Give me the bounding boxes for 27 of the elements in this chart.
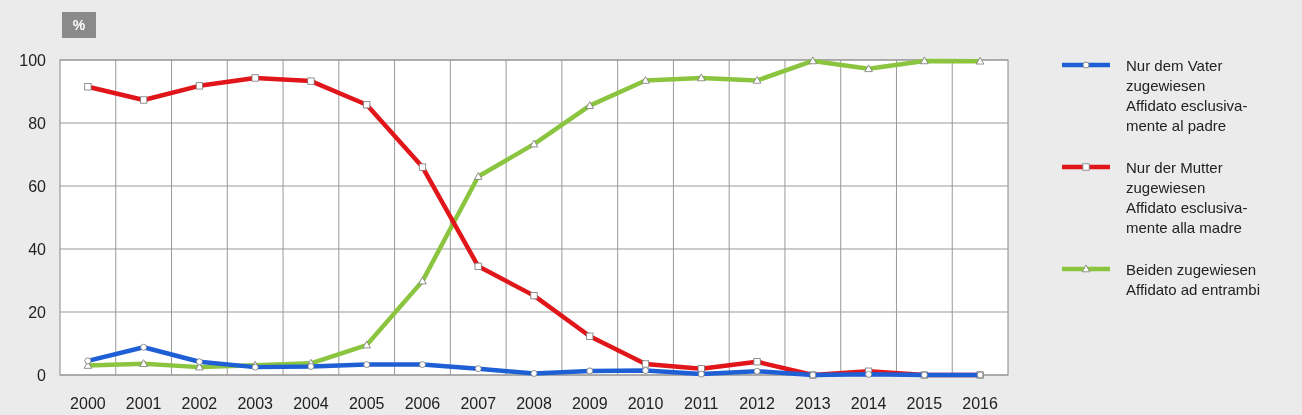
- x-tick-label: 2010: [627, 395, 664, 412]
- legend-label: Beiden zugewiesen Affidato ad entrambi: [1126, 261, 1260, 299]
- y-tick-label: 0: [37, 366, 47, 384]
- y-tick-label: 60: [28, 177, 47, 195]
- y-axis-title: %: [72, 16, 86, 33]
- x-tick-label: 2013: [795, 395, 831, 412]
- x-tick-label: 2002: [181, 395, 218, 412]
- x-tick-label: 2003: [237, 395, 274, 412]
- x-tick-label: 2004: [293, 395, 329, 412]
- y-tick-label: 40: [28, 240, 47, 258]
- x-tick-label: 2001: [125, 395, 162, 412]
- legend-label: Nur der Mutter zugewiesen Affidato esclusiva- mente alla madre: [1126, 159, 1248, 237]
- x-tick-label: 2012: [739, 395, 775, 412]
- x-tick-label: 2015: [906, 395, 943, 412]
- x-tick-label: 2011: [684, 395, 719, 412]
- y-tick-label: 20: [28, 303, 47, 321]
- x-tick-label: 2005: [348, 395, 385, 412]
- y-tick-label: 100: [19, 51, 47, 69]
- x-tick-label: 2009: [571, 395, 608, 412]
- x-tick-label: 2016: [962, 395, 999, 412]
- x-tick-label: 2000: [70, 395, 106, 412]
- x-tick-label: 2007: [460, 395, 497, 412]
- x-tick-label: 2006: [404, 395, 441, 412]
- legend-label: Nur dem Vater zugewiesen Affidato esclusiva- mente al padre: [1126, 57, 1248, 135]
- x-tick-label: 2008: [516, 395, 552, 412]
- y-tick-label: 80: [28, 114, 47, 132]
- x-tick-label: 2014: [850, 395, 887, 412]
